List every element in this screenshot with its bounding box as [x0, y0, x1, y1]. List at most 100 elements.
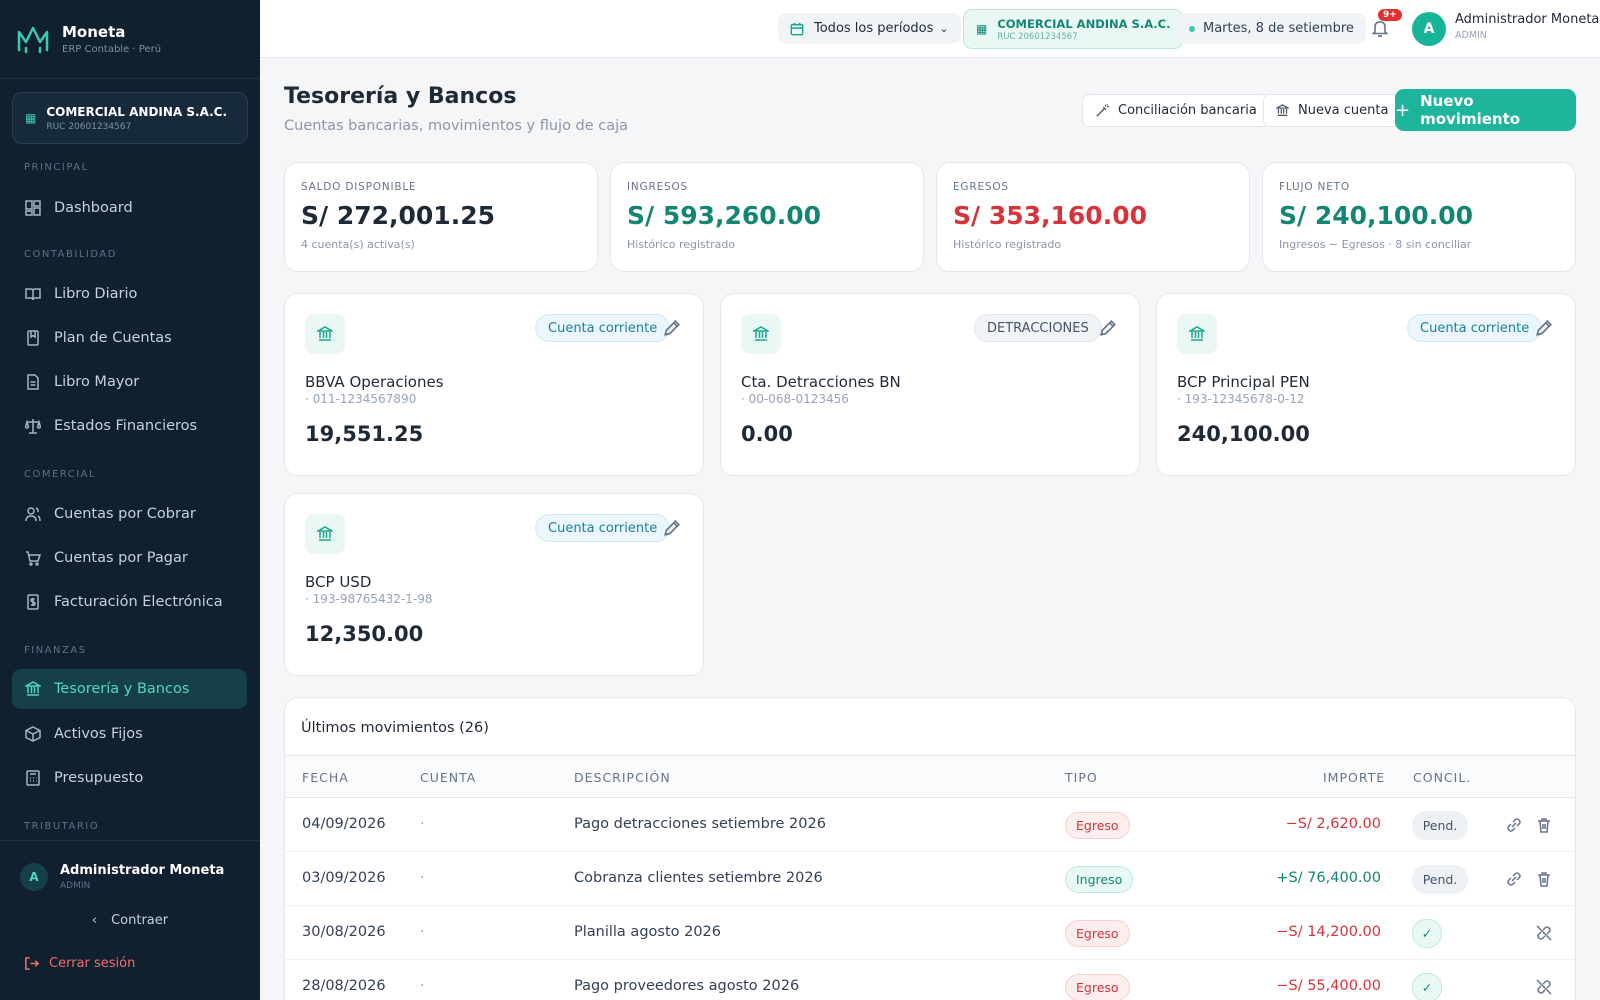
nav-section-finanzas: FINANZAS: [24, 645, 87, 656]
sidebar-item-facturacion[interactable]: Facturación Electrónica: [12, 582, 247, 622]
row-fecha: 28/08/2026: [302, 978, 386, 994]
pencil-icon[interactable]: [663, 319, 681, 337]
col-tipo[interactable]: TIPO: [1065, 770, 1098, 785]
concil-badge: Pend.: [1412, 811, 1468, 840]
table-header: FECHA CUENTA DESCRIPCIÓN TIPO IMPORTE CO…: [285, 755, 1575, 798]
col-importe[interactable]: IMPORTE: [1323, 770, 1386, 785]
logout-button[interactable]: Cerrar sesión: [0, 956, 260, 971]
stat-saldo-disponible: SALDO DISPONIBLE S/ 272,001.25 4 cuenta(…: [284, 162, 598, 272]
row-cuenta: ·: [420, 978, 425, 994]
table-row[interactable]: 04/09/2026 · Pago detracciones setiembre…: [285, 798, 1575, 852]
movements-title: Últimos movimientos (26): [301, 720, 489, 736]
pencil-icon[interactable]: [663, 519, 681, 537]
date-chip: Martes, 8 de setiembre: [1177, 13, 1366, 44]
collapse-label: Contraer: [111, 913, 169, 928]
nav-section-principal: PRINCIPAL: [24, 162, 89, 173]
nav-section-comercial: COMERCIAL: [24, 469, 97, 480]
building-icon: ▦: [976, 22, 988, 36]
logout-icon: [25, 957, 39, 970]
reconcile-button[interactable]: Conciliación bancaria: [1082, 94, 1270, 127]
sidebar-item-plan-cuentas[interactable]: Plan de Cuentas: [12, 318, 247, 358]
movements-panel: Últimos movimientos (26) FECHA CUENTA DE…: [284, 697, 1576, 1000]
company-chip[interactable]: ▦ COMERCIAL ANDINA S.A.C. RUC 2060123456…: [963, 9, 1184, 49]
account-card[interactable]: Cuenta corriente BCP USD · 193-98765432-…: [284, 493, 704, 676]
sidebar-item-tesoreria[interactable]: Tesorería y Bancos: [12, 669, 247, 709]
col-cuenta[interactable]: CUENTA: [420, 770, 477, 785]
concil-badge: ✓: [1412, 919, 1442, 948]
account-type-badge: DETRACCIONES: [974, 314, 1102, 342]
user-name: Administrador Moneta: [1455, 12, 1600, 27]
sidebar-item-label: Dashboard: [54, 200, 133, 216]
stat-label: FLUJO NETO: [1279, 181, 1350, 193]
pencil-icon[interactable]: [1535, 319, 1553, 337]
bank-icon: [741, 314, 781, 354]
sidebar-item-label: Tesorería y Bancos: [54, 681, 190, 697]
sidebar-item-cuentas-cobrar[interactable]: Cuentas por Cobrar: [12, 494, 247, 534]
logout-label: Cerrar sesión: [49, 956, 136, 971]
account-card[interactable]: DETRACCIONES Cta. Detracciones BN · 00-0…: [720, 293, 1140, 476]
account-balance: 0.00: [741, 422, 793, 446]
new-movement-label: Nuevo movimiento: [1420, 92, 1521, 128]
sidebar-item-presupuesto[interactable]: Presupuesto: [12, 758, 247, 798]
unlink-icon[interactable]: [1535, 978, 1553, 996]
user-role: ADMIN: [1455, 30, 1487, 41]
row-importe: −S/ 14,200.00: [1276, 924, 1381, 940]
top-user[interactable]: Administrador Moneta ADMIN: [1455, 12, 1599, 41]
sidebar-item-libro-mayor[interactable]: Libro Mayor: [12, 362, 247, 402]
bank-icon: [24, 680, 42, 698]
sidebar-item-label: Estados Financieros: [54, 418, 198, 434]
sidebar-item-activos-fijos[interactable]: Activos Fijos: [12, 714, 247, 754]
file-text-icon: [24, 373, 42, 391]
sidebar: Moneta ERP Contable · Perú ▦ COMERCIAL A…: [0, 0, 260, 1000]
calendar-icon: [790, 22, 804, 35]
new-account-button[interactable]: Nueva cuenta: [1263, 94, 1402, 127]
col-fecha[interactable]: FECHA: [302, 770, 349, 785]
table-row[interactable]: 03/09/2026 · Cobranza clientes setiembre…: [285, 852, 1575, 906]
col-descripcion[interactable]: DESCRIPCIÓN: [574, 770, 671, 785]
col-concil[interactable]: CONCIL.: [1413, 770, 1472, 785]
grid-icon: [24, 199, 42, 217]
brand-name: Moneta: [62, 23, 126, 41]
account-balance: 12,350.00: [305, 622, 424, 646]
sidebar-item-estados-financieros[interactable]: Estados Financieros: [12, 406, 247, 446]
receipt-icon: [24, 593, 42, 611]
collapse-button[interactable]: ‹ Contraer: [0, 913, 260, 928]
bell-icon[interactable]: [1370, 18, 1390, 38]
trash-icon[interactable]: [1535, 816, 1553, 834]
sidebar-item-dashboard[interactable]: Dashboard: [12, 188, 247, 228]
concil-badge: ✓: [1412, 973, 1442, 1000]
chevron-left-icon: ‹: [91, 913, 98, 928]
link-icon[interactable]: [1505, 870, 1523, 888]
pencil-icon[interactable]: [1099, 319, 1117, 337]
stat-label: EGRESOS: [953, 181, 1009, 193]
account-name: Cta. Detracciones BN: [741, 373, 901, 391]
avatar: A: [20, 863, 48, 891]
unlink-icon[interactable]: [1535, 924, 1553, 942]
brand-subtitle: ERP Contable · Perú: [62, 44, 162, 55]
calculator-icon: [24, 769, 42, 787]
account-card[interactable]: Cuenta corriente BCP Principal PEN · 193…: [1156, 293, 1576, 476]
users-icon: [24, 505, 42, 523]
account-card[interactable]: Cuenta corriente BBVA Operaciones · 011-…: [284, 293, 704, 476]
sidebar-user[interactable]: A Administrador Moneta ADMIN: [0, 863, 260, 891]
account-type-badge: Cuenta corriente: [1407, 314, 1543, 342]
building-icon: ▦: [25, 111, 37, 125]
link-icon[interactable]: [1505, 816, 1523, 834]
period-selector[interactable]: Todos los períodos ⌄: [778, 13, 961, 44]
row-descripcion: Pago proveedores agosto 2026: [574, 978, 800, 994]
avatar[interactable]: A: [1412, 12, 1446, 46]
moneta-logo-icon: [17, 26, 49, 54]
sidebar-item-libro-diario[interactable]: Libro Diario: [12, 274, 247, 314]
table-row[interactable]: 30/08/2026 · Planilla agosto 2026 Egreso…: [285, 906, 1575, 960]
sidebar-item-label: Facturación Electrónica: [54, 594, 223, 610]
sidebar-item-cuentas-pagar[interactable]: Cuentas por Pagar: [12, 538, 247, 578]
table-row[interactable]: 28/08/2026 · Pago proveedores agosto 202…: [285, 960, 1575, 1000]
sidebar-item-label: Activos Fijos: [54, 726, 143, 742]
trash-icon[interactable]: [1535, 870, 1553, 888]
account-name: BBVA Operaciones: [305, 373, 444, 391]
new-movement-button[interactable]: + Nuevo movimiento: [1395, 89, 1576, 131]
company-selector[interactable]: ▦ COMERCIAL ANDINA S.A.C. RUC 2060123456…: [12, 92, 248, 144]
stat-ingresos: INGRESOS S/ 593,260.00 Histórico registr…: [610, 162, 924, 272]
stat-label: SALDO DISPONIBLE: [301, 181, 417, 193]
brand[interactable]: Moneta ERP Contable · Perú: [0, 0, 260, 79]
